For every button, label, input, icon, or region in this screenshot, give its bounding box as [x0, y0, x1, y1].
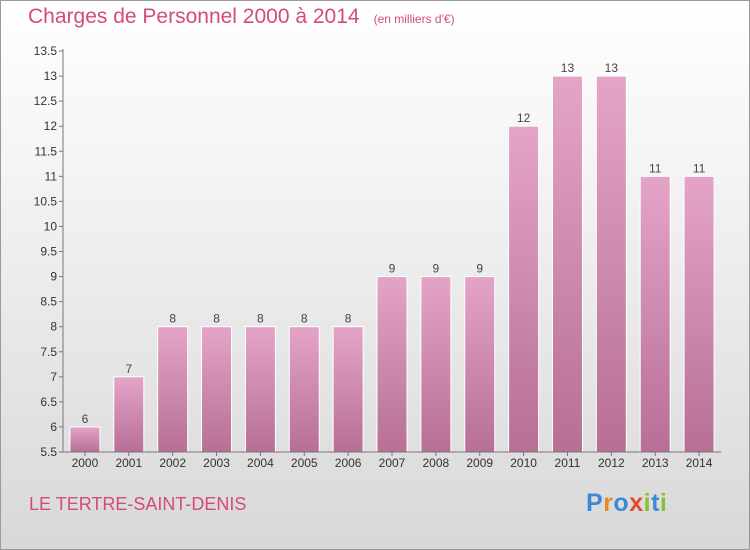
y-tick-label: 7.5: [40, 345, 57, 359]
bars: [69, 75, 715, 453]
y-tick-label: 7: [50, 370, 57, 384]
bar-value-label: 11: [693, 161, 706, 175]
bar: [551, 75, 583, 453]
bar-value-label: 13: [561, 61, 575, 75]
commune-name: LE TERTRE-SAINT-DENIS: [29, 494, 247, 514]
y-tick-label: 6: [50, 420, 57, 434]
proxiti-logo: Proxiti: [586, 489, 667, 518]
y-tick-label: 9: [50, 270, 57, 284]
y-tick-label: 10: [44, 219, 58, 233]
x-tick-label: 2005: [291, 456, 318, 470]
logo-letter: i: [659, 489, 668, 517]
y-tick-label: 10.5: [34, 194, 58, 208]
x-tick-label: 2004: [247, 456, 274, 470]
logo-letter: i: [643, 489, 652, 517]
bar: [639, 175, 671, 453]
y-tick-label: 5.5: [40, 445, 57, 459]
bar-value-label: 8: [301, 312, 308, 326]
x-tick-label: 2009: [466, 456, 493, 470]
bar: [332, 326, 364, 453]
bar: [508, 125, 540, 453]
bar-value-label: 13: [605, 61, 619, 75]
logo-letter: t: [651, 489, 660, 517]
bar-value-label: 7: [125, 362, 132, 376]
logo-letter: P: [586, 489, 604, 517]
bar-value-label: 8: [257, 312, 264, 326]
bar: [244, 326, 276, 453]
x-tick-label: 2007: [379, 456, 406, 470]
x-tick-label: 2001: [115, 456, 142, 470]
y-axis: 5.5 6 6.5 7 7.5 8 8.5 9 9.5 10 10.5 11 11.5 12 12.5 13 1…: [34, 44, 63, 459]
bar-value-label: 9: [433, 262, 440, 276]
x-axis: 2000 2001 2002 2003 2004 2005 2006 2007 2008 2009…: [72, 452, 713, 470]
bar-value-label: 8: [169, 312, 176, 326]
logo-letter: o: [613, 489, 630, 517]
bar: [69, 426, 101, 453]
y-tick-label: 11: [45, 169, 58, 183]
x-tick-label: 2003: [203, 456, 230, 470]
bar-value-label: 9: [389, 262, 396, 276]
bar-value-label: 8: [213, 312, 220, 326]
y-tick-label: 11.5: [35, 144, 58, 158]
bar: [201, 326, 233, 453]
bar-value-label: 12: [517, 111, 531, 125]
logo-letter: r: [603, 489, 614, 517]
bar: [683, 175, 715, 453]
bar: [288, 326, 320, 453]
x-tick-label: 2011: [555, 456, 581, 470]
x-tick-label: 2010: [510, 456, 537, 470]
x-tick-label: 2012: [598, 456, 625, 470]
x-tick-label: 2006: [335, 456, 362, 470]
y-tick-label: 13: [44, 69, 58, 83]
y-tick-label: 12.5: [34, 94, 58, 108]
y-tick-label: 6.5: [40, 395, 57, 409]
logo-letter: x: [629, 489, 644, 517]
y-tick-label: 9.5: [40, 245, 57, 259]
y-tick-label: 8: [50, 320, 57, 334]
bar: [420, 276, 452, 453]
y-tick-label: 12: [44, 119, 58, 133]
x-tick-label: 2014: [686, 456, 713, 470]
x-tick-label: 2000: [72, 456, 99, 470]
title-line: Charges de Personnel 2000 à 2014 (en mill…: [28, 5, 455, 29]
x-tick-label: 2002: [159, 456, 186, 470]
bar-value-label: 9: [476, 262, 483, 276]
bar: [595, 75, 627, 453]
bar: [376, 276, 408, 453]
bar-value-label: 6: [82, 412, 89, 426]
x-tick-label: 2008: [423, 456, 450, 470]
chart-unit-note: (en milliers d'€): [373, 12, 455, 26]
value-labels: 6 7 8 8 8 8 8 9 9 9 12 13 13 11 11: [82, 61, 706, 426]
bar-value-label: 8: [345, 312, 352, 326]
y-tick-label: 8.5: [40, 295, 57, 309]
x-tick-label: 2013: [642, 456, 669, 470]
bar: [157, 326, 189, 453]
bar-value-label: 11: [649, 161, 662, 175]
bar: [464, 276, 496, 453]
chart-title: Charges de Personnel 2000 à 2014: [28, 5, 360, 28]
bar: [113, 376, 145, 453]
y-tick-label: 13.5: [34, 44, 58, 58]
